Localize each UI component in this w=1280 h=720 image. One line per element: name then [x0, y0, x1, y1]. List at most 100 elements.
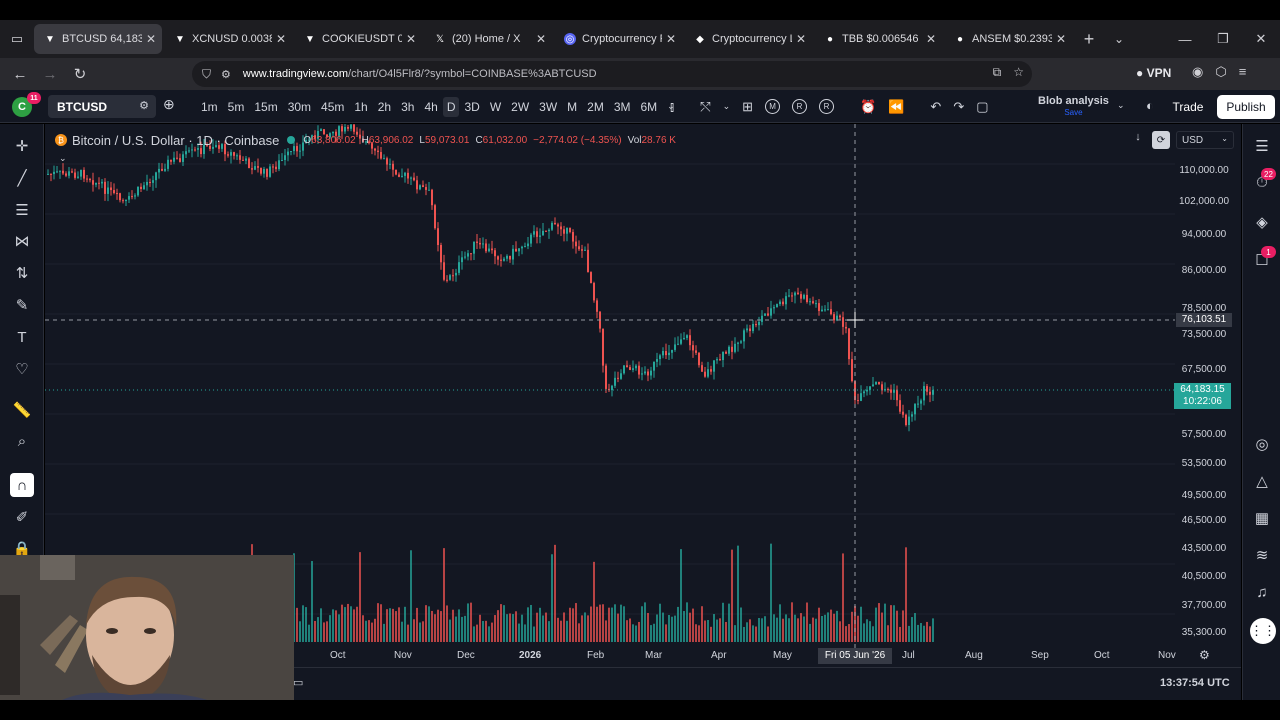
layout-name[interactable]: Blob analysis Save — [1038, 95, 1109, 117]
ruler-icon[interactable]: 📏 — [12, 402, 32, 419]
restore-icon[interactable]: ❐ — [1217, 31, 1229, 46]
download-icon[interactable]: ↓ — [1135, 131, 1141, 143]
close-icon[interactable]: ✕ — [1055, 32, 1066, 46]
brush-icon[interactable]: ✎ — [15, 297, 29, 314]
menu-icon[interactable]: ≡ — [1238, 64, 1247, 79]
browser-tab-xcnusd[interactable]: ▼ XCNUSD 0.00381 ✕ — [164, 24, 292, 54]
projection-icon[interactable]: ⇅ — [15, 265, 29, 282]
fib-icon[interactable]: ☰ — [15, 202, 29, 219]
heart-icon[interactable]: ♡ — [15, 361, 29, 378]
apps-grid-icon[interactable]: ⋮⋮ — [1250, 618, 1276, 644]
screenshot-icon[interactable]: ⧉ — [992, 65, 1002, 79]
interval-30m[interactable]: 30m — [287, 99, 312, 114]
interval-dropdown-icon[interactable]: ⌄ — [667, 101, 675, 111]
browser-tab-cookieusdt[interactable]: ▼ COOKIEUSDT 0.00 ✕ — [294, 24, 422, 54]
replay-icon[interactable]: ⏪ — [888, 98, 905, 114]
window-close-icon[interactable]: ✕ — [1255, 31, 1267, 46]
close-icon[interactable]: ✕ — [405, 32, 416, 46]
lock-icon[interactable]: 🔒 — [12, 541, 32, 558]
interval-1m[interactable]: 1m — [201, 99, 218, 114]
lock-drawing-icon[interactable]: ✐ — [15, 509, 29, 526]
legend-title[interactable]: Bitcoin / U.S. Dollar · 1D · Coinbase — [72, 132, 280, 148]
layout-save-label[interactable]: Save — [1064, 108, 1083, 117]
quick-search-icon[interactable]: ◐ — [1146, 98, 1154, 113]
url-text[interactable]: www.tradingview.com/chart/O4l5Flr8/?symb… — [242, 68, 597, 80]
interval-w[interactable]: W — [489, 99, 502, 114]
browser-tab-crypto-prices[interactable]: ◎ Cryptocurrency Pr ✕ — [554, 24, 682, 54]
symbol-search-button[interactable]: BTCUSD ⚙ — [48, 95, 156, 118]
browser-tab-tbb[interactable]: ● TBB $0.006546 - T ✕ — [814, 24, 942, 54]
publish-button[interactable]: Publish — [1217, 95, 1275, 119]
legend-collapse-icon[interactable]: ⌄ — [59, 153, 67, 163]
interval-2m[interactable]: 2M — [587, 99, 604, 114]
interval-d[interactable]: D — [442, 96, 460, 117]
close-icon[interactable]: ✕ — [535, 32, 546, 46]
close-icon[interactable]: ✕ — [665, 32, 676, 46]
close-icon[interactable]: ✕ — [275, 32, 286, 46]
forward-icon[interactable]: → — [42, 65, 58, 83]
auto-scale-icon[interactable]: ⟳ — [1152, 131, 1170, 149]
interval-2w[interactable]: 2W — [511, 99, 530, 114]
profile-icon[interactable]: ◉ — [1192, 64, 1204, 79]
chevron-down-icon[interactable]: ⌄ — [1117, 100, 1125, 110]
redo-icon[interactable]: ↷ — [953, 98, 965, 114]
magnet-icon[interactable]: ∩ — [10, 473, 34, 497]
shield-icon[interactable]: ⛉ — [202, 66, 212, 81]
alerts-icon[interactable]: ⏱ — [1256, 173, 1268, 191]
pyramid-icon[interactable]: △ — [1256, 473, 1268, 490]
browser-tab-btcusd[interactable]: ▼ BTCUSD 64,183.15 ✕ — [34, 24, 162, 54]
alert-button-r2[interactable]: R — [819, 99, 835, 114]
interval-3w[interactable]: 3W — [539, 99, 558, 114]
interval-3d[interactable]: 3D — [464, 99, 480, 114]
site-settings-icon[interactable]: ⚙ — [221, 68, 231, 81]
fullscreen-icon[interactable]: ▢ — [976, 98, 989, 114]
calendar-icon[interactable]: ▦ — [1254, 510, 1270, 527]
layers-icon[interactable]: ◈ — [1256, 214, 1268, 231]
browser-tab-crypto-list[interactable]: ◆ Cryptocurrency Li ✕ — [684, 24, 812, 54]
interval-1h[interactable]: 1h — [354, 99, 368, 114]
bookmark-icon[interactable]: ☆ — [1013, 65, 1024, 79]
url-field[interactable]: ⛉ ⚙ www.tradingview.com/chart/O4l5Flr8/?… — [192, 61, 1032, 87]
currency-selector[interactable]: USD ⌄ — [1176, 131, 1234, 149]
trend-line-icon[interactable]: ╱ — [17, 170, 27, 187]
text-icon[interactable]: T — [17, 328, 27, 346]
close-icon[interactable]: ✕ — [925, 32, 936, 46]
close-icon[interactable]: ✕ — [145, 32, 156, 46]
chevron-down-icon[interactable]: ⌄ — [1113, 32, 1125, 46]
interval-45m[interactable]: 45m — [321, 99, 345, 114]
layout-grid-icon[interactable]: ⊞ — [742, 98, 754, 114]
avatar[interactable]: C 11 — [12, 92, 41, 117]
broadcast-icon[interactable]: ≋ — [1255, 547, 1269, 564]
zoom-icon[interactable]: ⌕ — [17, 432, 27, 450]
calendar-icon[interactable]: ▭ — [293, 677, 304, 689]
utc-clock[interactable]: 13:37:54 UTC — [1160, 677, 1230, 689]
alert-button-r1[interactable]: R — [792, 99, 808, 114]
extensions-icon[interactable]: ⬡ — [1215, 64, 1227, 79]
compare-symbol-icon[interactable]: ⊕ — [163, 96, 175, 112]
undo-icon[interactable]: ↶ — [930, 98, 942, 114]
new-tab-icon[interactable]: + — [1083, 28, 1095, 49]
indicators-icon[interactable]: ⤲ — [700, 98, 711, 114]
interval-6m[interactable]: 6M — [640, 99, 658, 114]
interval-3m[interactable]: 3M — [613, 99, 631, 114]
symbol-settings-icon[interactable]: ⚙ — [139, 100, 149, 112]
interval-4h[interactable]: 4h — [424, 99, 438, 114]
close-icon[interactable]: ✕ — [795, 32, 806, 46]
candle-style-icon[interactable]: ⫾ — [670, 98, 675, 114]
interval-15m[interactable]: 15m — [254, 99, 278, 114]
interval-m[interactable]: M — [567, 99, 578, 114]
reload-icon[interactable]: ↻ — [73, 66, 87, 83]
interval-5m[interactable]: 5m — [227, 99, 245, 114]
alert-clock-icon[interactable]: ⏰ — [860, 98, 877, 114]
target-icon[interactable]: ◎ — [1255, 436, 1269, 453]
interval-3h[interactable]: 3h — [401, 99, 415, 114]
gear-icon[interactable]: ⚙ — [1199, 648, 1210, 662]
browser-tab-x-home[interactable]: 𝕏 (20) Home / X ✕ — [424, 24, 552, 54]
trade-button[interactable]: Trade — [1172, 100, 1204, 114]
watchlist-icon[interactable]: ☰ — [1255, 138, 1269, 155]
alert-button-m[interactable]: M — [765, 99, 781, 114]
minimize-icon[interactable]: — — [1178, 31, 1192, 47]
browser-tab-ansem[interactable]: ● ANSEM $0.2393 - ✕ — [944, 24, 1072, 54]
interval-2h[interactable]: 2h — [377, 99, 392, 114]
pattern-icon[interactable]: ⋈ — [14, 233, 30, 250]
